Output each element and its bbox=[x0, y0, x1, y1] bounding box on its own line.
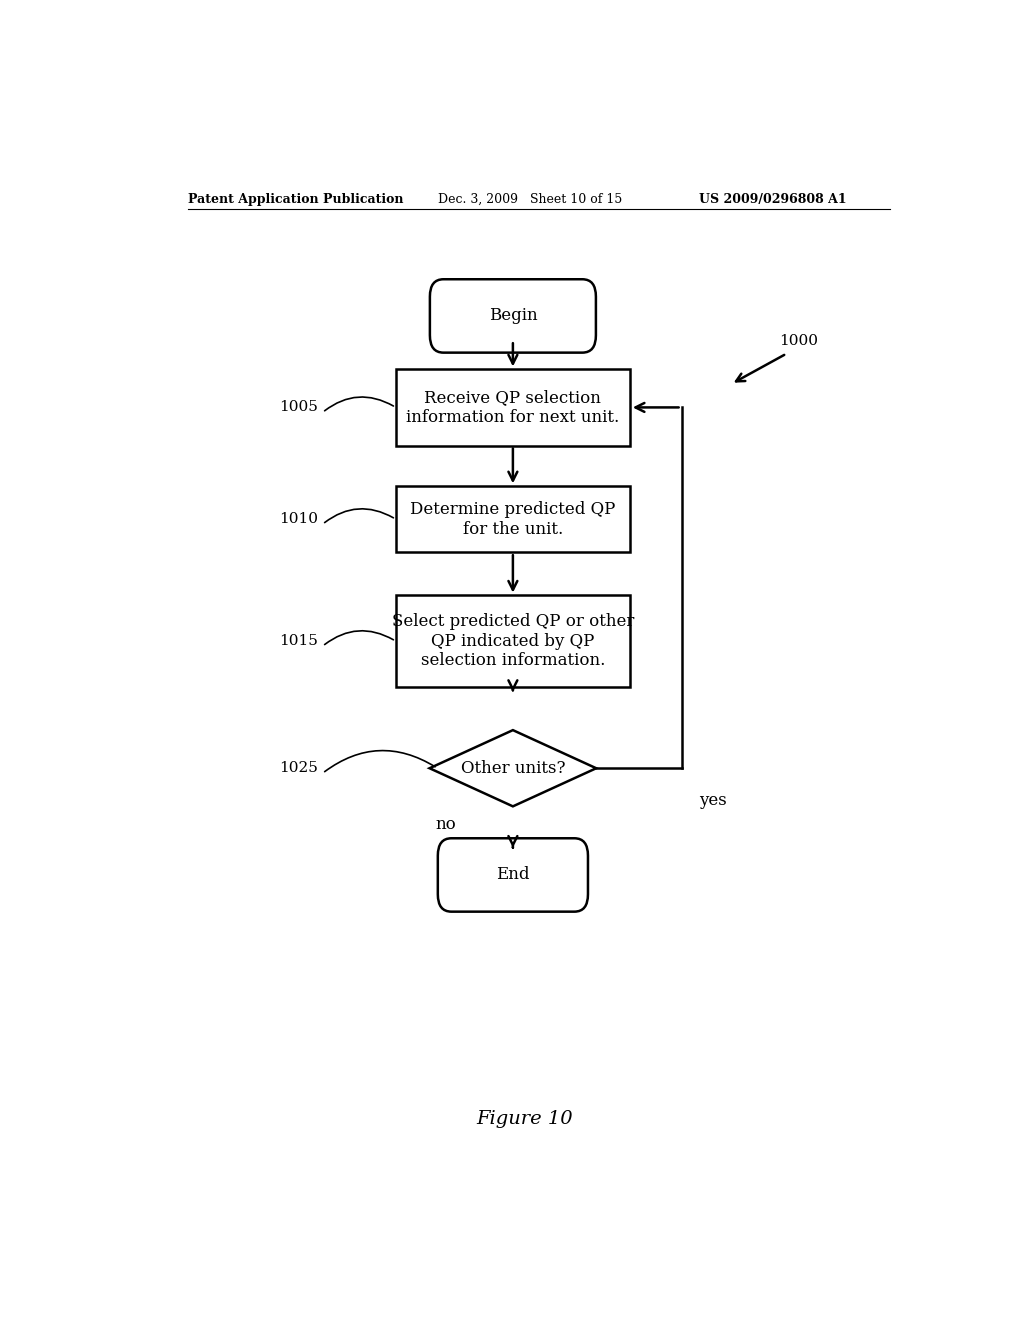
Bar bbox=[396, 370, 630, 446]
Text: 1010: 1010 bbox=[280, 512, 318, 527]
Text: 1005: 1005 bbox=[280, 400, 318, 414]
FancyBboxPatch shape bbox=[438, 838, 588, 912]
Text: US 2009/0296808 A1: US 2009/0296808 A1 bbox=[699, 193, 847, 206]
Text: Patent Application Publication: Patent Application Publication bbox=[187, 193, 403, 206]
Text: Dec. 3, 2009   Sheet 10 of 15: Dec. 3, 2009 Sheet 10 of 15 bbox=[437, 193, 622, 206]
Bar bbox=[396, 486, 630, 552]
Text: 1025: 1025 bbox=[280, 762, 318, 775]
Text: 1000: 1000 bbox=[778, 334, 818, 348]
Text: Other units?: Other units? bbox=[461, 760, 565, 776]
Text: Select predicted QP or other
QP indicated by QP
selection information.: Select predicted QP or other QP indicate… bbox=[392, 612, 634, 669]
Text: Receive QP selection
information for next unit.: Receive QP selection information for nex… bbox=[407, 389, 620, 426]
Text: Determine predicted QP
for the unit.: Determine predicted QP for the unit. bbox=[411, 500, 615, 537]
Text: End: End bbox=[497, 866, 529, 883]
FancyBboxPatch shape bbox=[430, 280, 596, 352]
Text: no: no bbox=[435, 816, 456, 833]
Text: Begin: Begin bbox=[488, 308, 538, 325]
Polygon shape bbox=[430, 730, 596, 807]
Text: 1015: 1015 bbox=[280, 634, 318, 648]
Text: yes: yes bbox=[699, 792, 727, 809]
Bar bbox=[396, 595, 630, 686]
Text: Figure 10: Figure 10 bbox=[476, 1110, 573, 1127]
